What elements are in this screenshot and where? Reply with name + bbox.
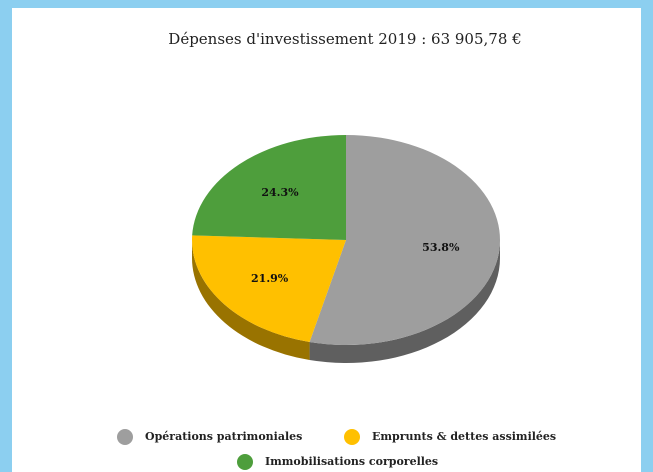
data-label: 24.3% <box>261 186 299 199</box>
pie-slice-side <box>192 240 310 361</box>
chart-title: Dépenses d'investissement 2019 : 63 905,… <box>168 30 521 48</box>
legend-swatch <box>117 429 133 445</box>
legend-label: Emprunts & dettes assimilées <box>372 430 556 443</box>
data-label: 21.9% <box>251 272 289 285</box>
pie-slice-side <box>309 240 500 363</box>
legend-label: Opérations patrimoniales <box>145 430 302 443</box>
legend-swatch <box>344 429 360 445</box>
pie-slice <box>192 135 346 240</box>
legend-swatch <box>237 454 253 470</box>
legend-label: Immobilisations corporelles <box>265 455 438 468</box>
pie-slice <box>191 235 346 343</box>
data-label: 53.8% <box>422 241 460 254</box>
pie-slice <box>309 135 500 345</box>
